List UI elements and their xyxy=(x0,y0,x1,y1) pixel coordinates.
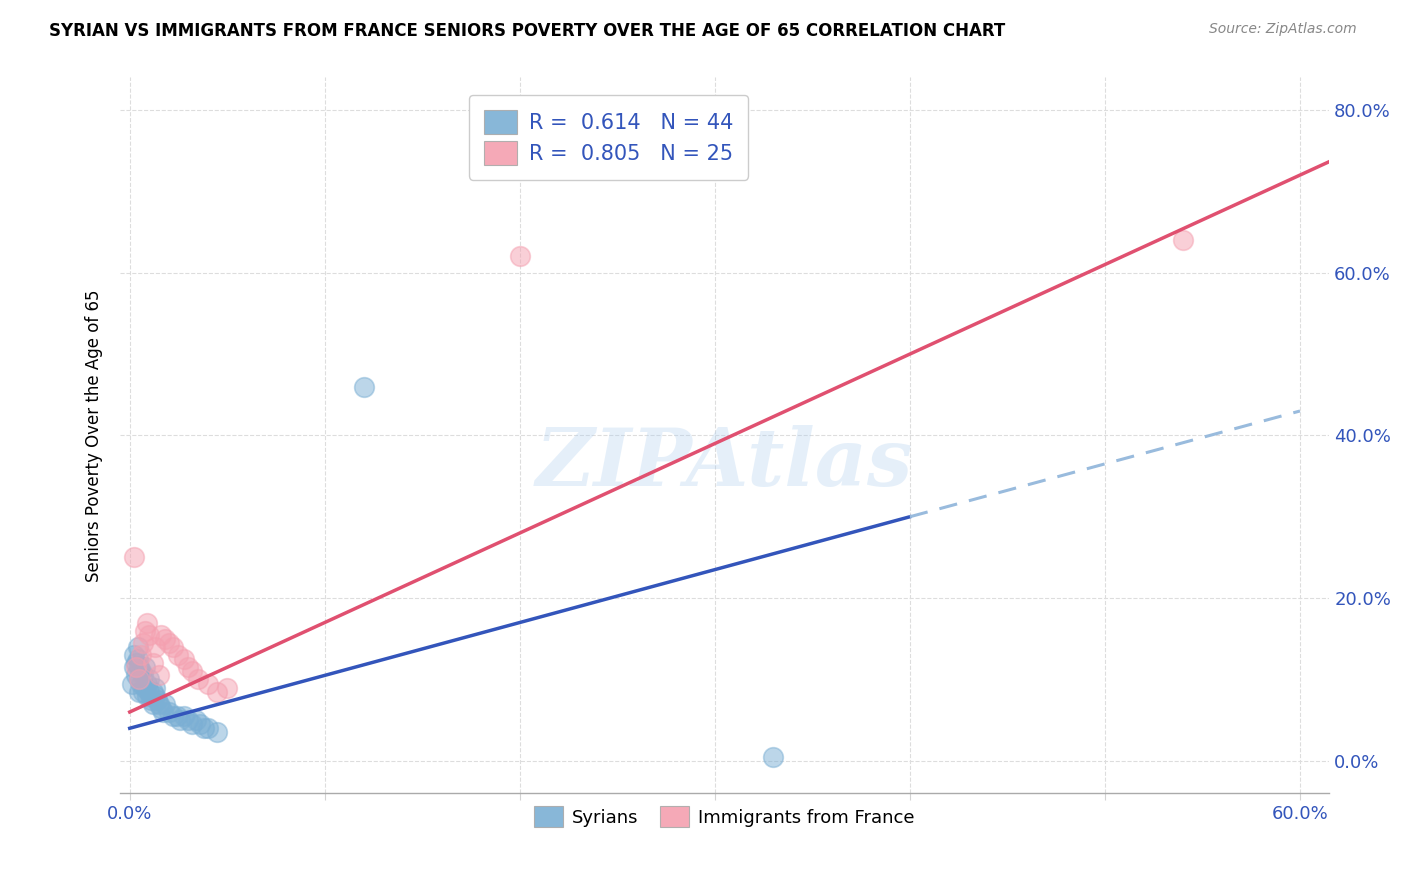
Point xyxy=(131,676,153,690)
Point xyxy=(136,615,159,630)
Point xyxy=(128,660,150,674)
Point xyxy=(152,705,174,719)
Point xyxy=(131,665,153,679)
Y-axis label: Seniors Poverty Over the Age of 65: Seniors Poverty Over the Age of 65 xyxy=(86,289,103,582)
Point xyxy=(134,624,156,638)
Point xyxy=(128,684,150,698)
Point xyxy=(132,668,155,682)
Point xyxy=(166,709,188,723)
Point xyxy=(149,701,172,715)
Point xyxy=(124,668,146,682)
Point xyxy=(169,713,191,727)
Legend: Syrians, Immigrants from France: Syrians, Immigrants from France xyxy=(527,799,922,834)
Point xyxy=(153,697,176,711)
Point xyxy=(173,652,195,666)
Point xyxy=(122,648,145,662)
Point xyxy=(184,713,207,727)
Point xyxy=(131,648,153,662)
Point xyxy=(127,640,149,654)
Point xyxy=(207,725,229,739)
Point xyxy=(207,684,229,698)
Point xyxy=(136,676,159,690)
Point xyxy=(143,689,166,703)
Point xyxy=(127,652,149,666)
Point xyxy=(143,640,166,654)
Point xyxy=(177,713,200,727)
Point xyxy=(217,681,239,695)
Point xyxy=(142,697,165,711)
Point xyxy=(132,684,155,698)
Point xyxy=(509,249,531,263)
Point xyxy=(173,709,195,723)
Point xyxy=(138,673,160,687)
Point xyxy=(148,697,170,711)
Point xyxy=(167,648,190,662)
Text: Source: ZipAtlas.com: Source: ZipAtlas.com xyxy=(1209,22,1357,37)
Point xyxy=(197,676,219,690)
Point xyxy=(143,681,166,695)
Point xyxy=(177,660,200,674)
Text: SYRIAN VS IMMIGRANTS FROM FRANCE SENIORS POVERTY OVER THE AGE OF 65 CORRELATION : SYRIAN VS IMMIGRANTS FROM FRANCE SENIORS… xyxy=(49,22,1005,40)
Point xyxy=(162,709,184,723)
Point xyxy=(181,717,204,731)
Point xyxy=(181,665,204,679)
Point xyxy=(353,379,375,393)
Point xyxy=(121,676,143,690)
Point xyxy=(124,656,146,670)
Point xyxy=(138,628,160,642)
Point xyxy=(138,684,160,698)
Point xyxy=(134,660,156,674)
Point xyxy=(148,668,170,682)
Point xyxy=(128,673,150,687)
Point xyxy=(157,636,180,650)
Point xyxy=(197,721,219,735)
Point xyxy=(188,717,211,731)
Point xyxy=(142,684,165,698)
Point xyxy=(134,681,156,695)
Point xyxy=(149,628,172,642)
Point xyxy=(122,550,145,565)
Point xyxy=(124,660,146,674)
Point xyxy=(146,693,169,707)
Point xyxy=(136,689,159,703)
Text: ZIPAtlas: ZIPAtlas xyxy=(536,425,914,503)
Point xyxy=(122,660,145,674)
Point xyxy=(142,656,165,670)
Point xyxy=(1171,233,1194,247)
Point xyxy=(187,673,209,687)
Point xyxy=(132,636,155,650)
Point xyxy=(162,640,184,654)
Point xyxy=(193,721,215,735)
Point xyxy=(128,673,150,687)
Point xyxy=(762,749,785,764)
Point xyxy=(141,693,163,707)
Point xyxy=(153,632,176,646)
Point xyxy=(157,705,180,719)
